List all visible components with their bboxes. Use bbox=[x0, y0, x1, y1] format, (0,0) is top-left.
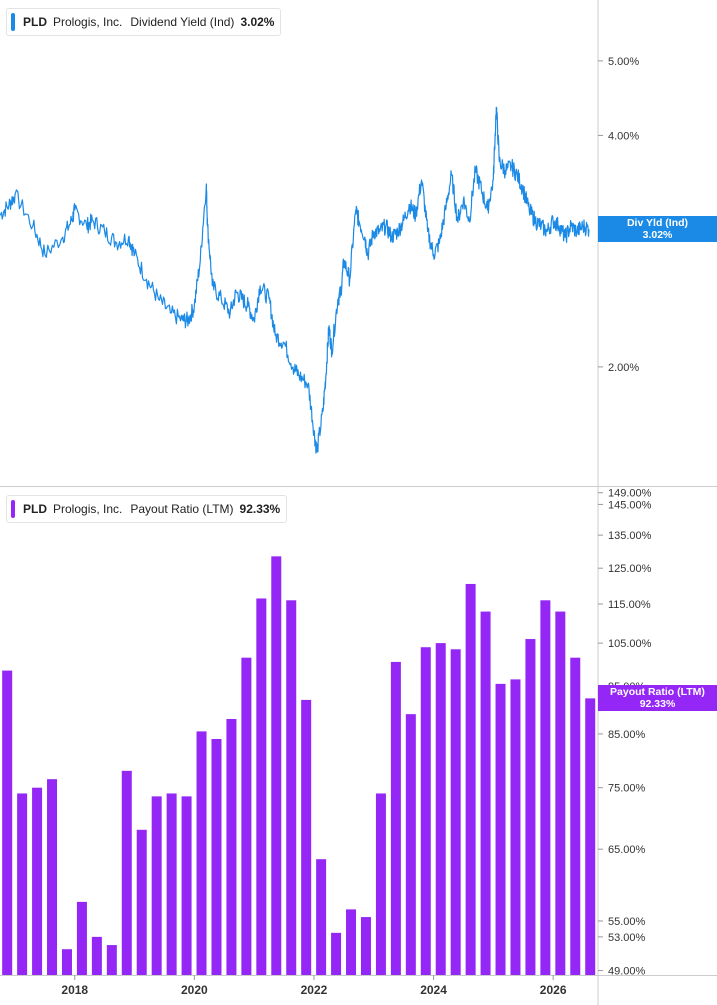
payout-ratio-bars bbox=[2, 556, 596, 975]
y-tick-label: 4.00% bbox=[608, 130, 639, 142]
payout-bar bbox=[76, 901, 87, 975]
payout-bar bbox=[555, 611, 566, 975]
tag-value: 92.33% bbox=[639, 698, 676, 711]
payout-bar bbox=[91, 936, 102, 975]
payout-bar bbox=[196, 731, 207, 975]
payout-bar bbox=[211, 738, 222, 975]
payout-bar bbox=[61, 949, 72, 975]
x-tick-label: 2018 bbox=[61, 983, 88, 997]
legend-swatch-blue bbox=[11, 13, 15, 31]
payout-bar bbox=[286, 600, 297, 975]
payout-bar bbox=[151, 796, 162, 975]
payout-bar bbox=[32, 787, 43, 975]
x-tick-label: 2024 bbox=[420, 983, 447, 997]
legend-metric: Payout Ratio (LTM) bbox=[130, 502, 234, 516]
payout-bar bbox=[495, 683, 506, 975]
payout-bar bbox=[47, 779, 58, 975]
y-tick-label: 75.00% bbox=[608, 783, 646, 795]
tag-value: 3.02% bbox=[642, 229, 673, 242]
dividend-yield-value-tag: Div Yld (Ind) 3.02% bbox=[598, 216, 717, 243]
payout-bar bbox=[360, 917, 371, 975]
y-tick-label: 135.00% bbox=[608, 530, 652, 542]
x-tick-label: 2022 bbox=[301, 983, 328, 997]
payout-bar bbox=[136, 829, 147, 975]
payout-bar bbox=[166, 793, 177, 975]
legend-value: 3.02% bbox=[240, 15, 275, 29]
y-tick-label: 2.00% bbox=[608, 362, 639, 374]
legend-metric: Dividend Yield (Ind) bbox=[130, 15, 235, 29]
payout-bar bbox=[316, 859, 327, 975]
payout-bar bbox=[570, 657, 581, 975]
y-tick-label: 125.00% bbox=[608, 563, 652, 575]
dividend-yield-legend[interactable]: PLD Prologis, Inc. Dividend Yield (Ind) … bbox=[6, 8, 282, 36]
payout-bar bbox=[525, 639, 536, 975]
y-tick-label: 115.00% bbox=[608, 599, 651, 611]
payout-bar bbox=[301, 699, 312, 975]
payout-bar bbox=[465, 583, 476, 975]
payout-bar bbox=[181, 796, 192, 975]
x-axis: 2018 2020 2022 2024 2026 bbox=[61, 975, 567, 997]
payout-bar bbox=[420, 647, 431, 975]
dividend-yield-line bbox=[0, 106, 590, 454]
payout-bar bbox=[2, 670, 13, 975]
y-tick-label: 53.00% bbox=[608, 932, 646, 944]
legend-company: Prologis, Inc. bbox=[53, 502, 123, 516]
legend-value: 92.33% bbox=[239, 502, 281, 516]
payout-bar bbox=[121, 770, 132, 975]
payout-bar bbox=[450, 649, 461, 975]
payout-bar bbox=[510, 679, 521, 975]
payout-ratio-value-tag: Payout Ratio (LTM) 92.33% bbox=[598, 685, 717, 712]
y-tick-label: 49.00% bbox=[608, 966, 646, 978]
payout-bar bbox=[585, 698, 596, 975]
y-tick-label: 85.00% bbox=[608, 729, 646, 741]
payout-bar bbox=[241, 657, 252, 975]
payout-bar bbox=[480, 611, 491, 975]
tag-label: Payout Ratio (LTM) bbox=[610, 686, 705, 699]
x-tick-label: 2020 bbox=[181, 983, 208, 997]
x-tick-label: 2026 bbox=[540, 983, 567, 997]
dividend-yield-series bbox=[0, 106, 590, 454]
payout-bar bbox=[331, 932, 342, 975]
legend-ticker: PLD bbox=[23, 15, 47, 29]
payout-bar bbox=[375, 793, 386, 975]
payout-bar bbox=[435, 643, 446, 975]
payout-bar bbox=[405, 714, 416, 975]
legend-swatch-purple bbox=[11, 500, 15, 518]
payout-bar bbox=[540, 600, 551, 975]
payout-ratio-legend[interactable]: PLD Prologis, Inc. Payout Ratio (LTM) 92… bbox=[6, 495, 288, 523]
payout-ratio-axis: 149.00%145.00% 135.00% 125.00% 115.00% 105.0… bbox=[0, 488, 717, 978]
legend-company: Prologis, Inc. bbox=[53, 15, 123, 29]
tag-label: Div Yld (Ind) bbox=[626, 217, 689, 230]
y-tick-label: 105.00% bbox=[608, 638, 652, 650]
payout-bar bbox=[226, 719, 237, 975]
y-tick-label: 65.00% bbox=[608, 844, 646, 856]
payout-bar bbox=[256, 598, 267, 975]
payout-bar bbox=[390, 661, 401, 975]
payout-bar bbox=[271, 556, 282, 975]
payout-bar bbox=[346, 909, 357, 975]
y-tick-label: 149.00% bbox=[608, 488, 652, 500]
y-tick-label: 5.00% bbox=[608, 56, 639, 68]
payout-bar bbox=[17, 793, 28, 975]
y-tick-label: 55.00% bbox=[608, 916, 646, 928]
y-tick-label: 145.00% bbox=[608, 499, 652, 511]
payout-bar bbox=[106, 945, 117, 975]
legend-ticker: PLD bbox=[23, 502, 47, 516]
